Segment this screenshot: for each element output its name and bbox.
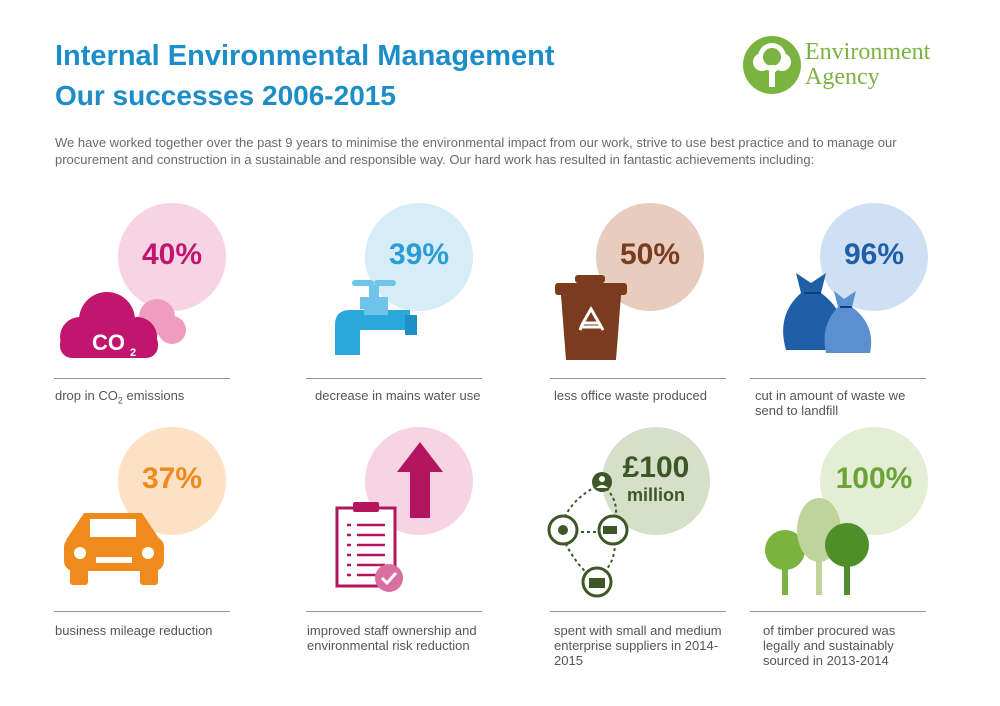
stat-bubble: [365, 203, 473, 311]
divider: [550, 611, 726, 612]
stat-value-unit: million: [627, 485, 685, 505]
divider: [550, 378, 726, 379]
divider: [306, 378, 482, 379]
supplier-network-icon: [547, 472, 629, 598]
stat-value: 40%: [141, 238, 203, 271]
stat-value: 37%: [141, 462, 203, 495]
up-arrow-icon: [397, 442, 443, 518]
divider: [750, 378, 926, 379]
logo-line-1: Environment: [805, 39, 931, 65]
stat-caption: less office waste produced: [554, 388, 707, 403]
intro-text: We have worked together over the past 9 …: [55, 135, 897, 167]
divider: [54, 611, 230, 612]
stat-caption: drop in CO2 emissions: [55, 388, 185, 406]
stat-value: 100%: [835, 462, 913, 495]
stat-caption: of timber procured was legally and susta…: [763, 623, 896, 668]
stat-caption: improved staff ownership and environment…: [307, 623, 477, 653]
stat-value: 96%: [843, 238, 905, 271]
divider: [306, 611, 482, 612]
trees-icon: [765, 498, 869, 595]
tree-logo-icon: [743, 36, 801, 94]
co2-cloud-icon: CO 2: [60, 292, 186, 359]
stat-caption: cut in amount of waste we send to landfi…: [755, 388, 906, 418]
divider: [750, 611, 926, 612]
waste-sacks-icon: [783, 273, 872, 353]
stat-bubble: [820, 203, 928, 311]
logo-line-2: Agency: [805, 64, 880, 90]
stat-value: 39%: [388, 238, 450, 271]
clipboard-arrow-icon: [335, 502, 403, 592]
recycling-bin-icon: [555, 275, 627, 360]
stat-bubble: [118, 203, 226, 311]
page-subtitle: Our successes 2006-2015: [55, 80, 396, 111]
svg-text:2: 2: [130, 347, 136, 359]
car-icon: [64, 513, 164, 585]
water-tap-icon: [335, 280, 417, 355]
stat-value: 50%: [619, 238, 681, 271]
divider: [54, 378, 230, 379]
stat-caption: business mileage reduction: [55, 623, 213, 638]
page-title: Internal Environmental Management: [55, 40, 555, 72]
stat-caption: decrease in mains water use: [315, 388, 481, 403]
stat-value: £100: [622, 451, 690, 484]
co2-text: CO: [92, 330, 125, 355]
stat-caption: spent with small and medium enterprise s…: [554, 623, 722, 668]
